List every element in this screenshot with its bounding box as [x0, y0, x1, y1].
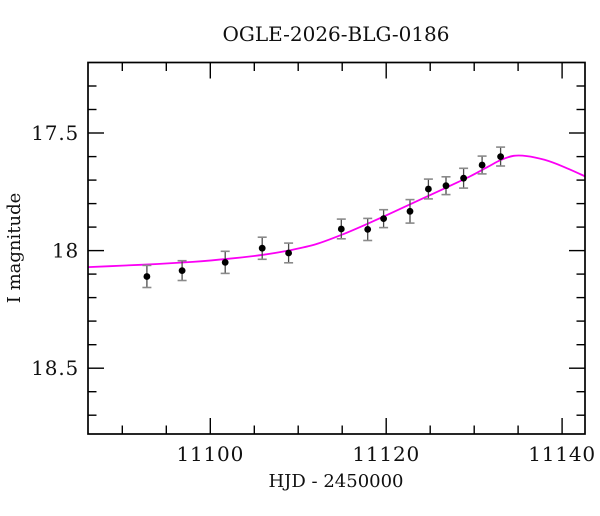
y-axis-label: I magnitude	[4, 193, 25, 304]
data-point	[442, 182, 450, 190]
data-point	[406, 207, 414, 215]
y-tick-label: 17.5	[31, 121, 79, 145]
x-tick-label: 11140	[528, 442, 596, 466]
data-point	[285, 249, 292, 257]
data-point	[337, 225, 345, 233]
data-point	[425, 185, 432, 193]
data-point	[497, 153, 504, 161]
y-tick-label: 18.5	[31, 356, 79, 380]
data-point	[364, 226, 372, 233]
data-point	[143, 273, 151, 280]
model-light-curve	[87, 154, 586, 268]
x-tick-label: 11100	[176, 442, 244, 466]
x-tick-label: 11120	[352, 442, 420, 466]
x-axis-label: HJD - 2450000	[268, 471, 403, 492]
y-tick-label: 18	[52, 239, 79, 263]
data-point	[178, 267, 186, 274]
data-point	[460, 174, 467, 182]
plot-area: 11100 11120 11140 17.5 18 18.5	[31, 61, 596, 466]
chart-title: OGLE-2026-BLG-0186	[222, 22, 449, 46]
data-point	[478, 161, 486, 169]
data-point	[380, 215, 387, 223]
plot-frame	[87, 61, 586, 435]
data-point	[221, 259, 229, 266]
data-point	[258, 244, 266, 252]
